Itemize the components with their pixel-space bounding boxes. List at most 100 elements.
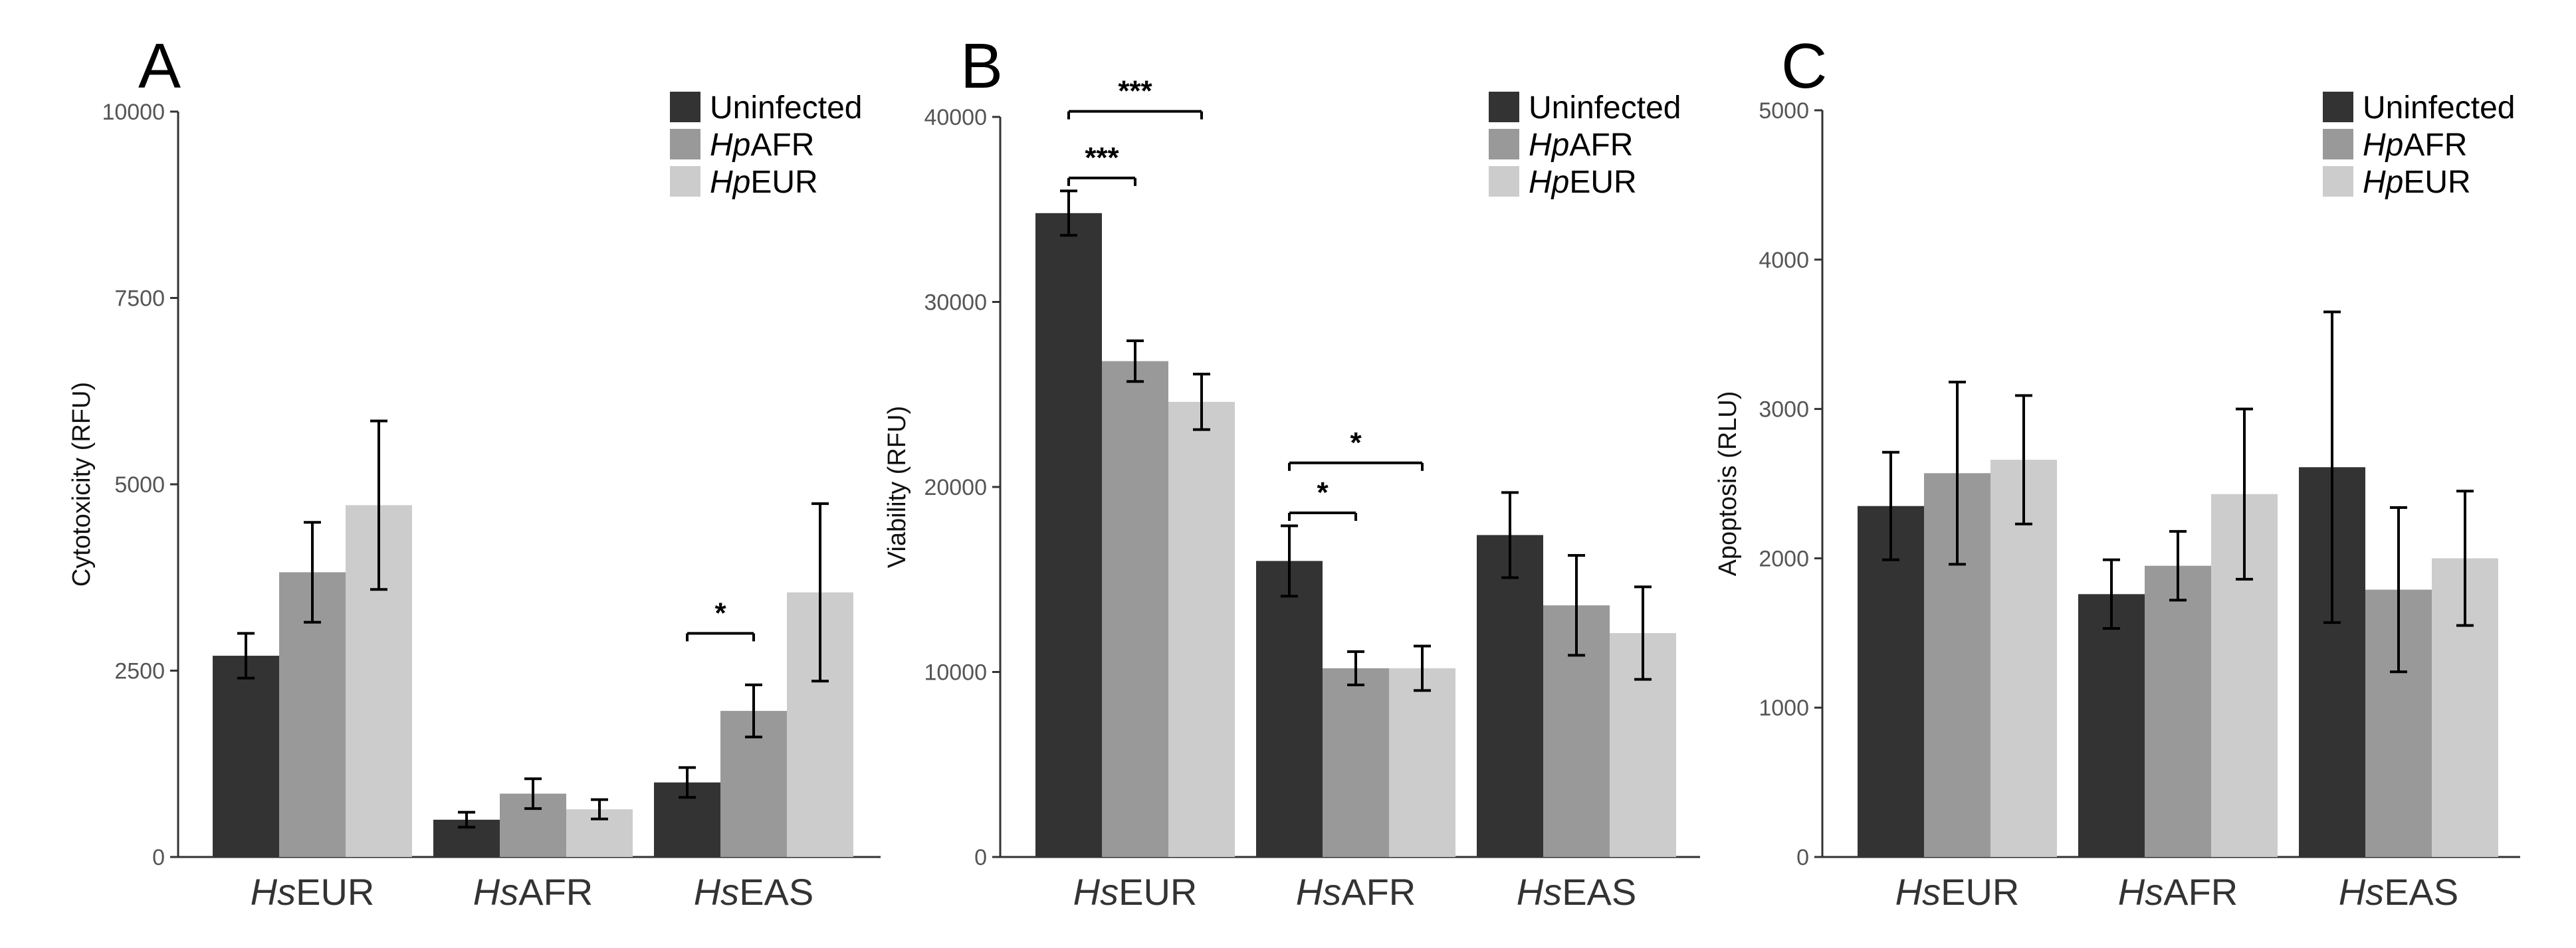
x-category-label: HsEUR [251, 871, 375, 913]
error-bar [1193, 373, 1210, 431]
bar-hpafr-0 [1102, 361, 1168, 857]
legend-prefix: Hp [710, 128, 750, 163]
error-bar [2456, 490, 2474, 627]
y-tick-label: 20000 [924, 475, 987, 500]
significance-bracket: *** [1067, 142, 1136, 186]
significance-label: * [1317, 476, 1329, 509]
x-category-label: HsEAS [694, 871, 814, 913]
x-category-prefix: Hs [1517, 871, 1562, 913]
legend-swatch [2323, 129, 2353, 159]
legend-swatch [670, 129, 700, 159]
y-tick-label: 0 [152, 845, 165, 870]
x-category-prefix: Hs [694, 871, 739, 913]
legend-suffix: AFR [750, 128, 814, 163]
legend-label: HpAFR [1529, 128, 1633, 163]
significance-label: *** [1118, 75, 1152, 108]
legend-suffix: EUR [750, 165, 817, 200]
legend-label: HpAFR [710, 128, 814, 163]
legend-suffix: EUR [1569, 165, 1636, 200]
error-bar [2169, 529, 2187, 602]
legend-label: Uninfected [2363, 90, 2515, 126]
error-bar [1568, 554, 1585, 657]
bar-uninfected-2 [1477, 535, 1543, 857]
legend-swatch [1489, 129, 1519, 159]
y-tick-label: 7500 [114, 286, 165, 312]
error-bar [1347, 650, 1364, 686]
x-category-prefix: Hs [473, 871, 518, 913]
x-category-label: HsEUR [1073, 871, 1198, 913]
x-category-prefix: Hs [2339, 871, 2384, 913]
x-category-prefix: Hs [1073, 871, 1119, 913]
legend-suffix: EUR [2403, 165, 2470, 200]
bar-uninfected-0 [1858, 506, 1924, 857]
legend-swatch [2323, 166, 2353, 197]
x-category-label: HsEAS [2339, 871, 2459, 913]
significance-bracket: * [1288, 427, 1424, 471]
x-category-label: HsAFR [2118, 871, 2238, 913]
bar-hpafr-1 [1323, 668, 1389, 857]
panel-letter: A [138, 31, 181, 102]
legend-prefix: Hp [1529, 165, 1569, 200]
error-bar [1949, 381, 1966, 566]
legend-label: Uninfected [1529, 90, 1681, 126]
x-category-prefix: Hs [251, 871, 296, 913]
error-bar [591, 798, 608, 820]
error-bar [1281, 524, 1298, 598]
error-bar [304, 521, 321, 624]
legend-prefix: Hp [1529, 128, 1569, 163]
error-bar [370, 419, 387, 591]
bar-uninfected-1 [2078, 594, 2145, 857]
significance-label: *** [1085, 142, 1119, 174]
legend-suffix: Uninfected [710, 90, 862, 126]
legend-suffix: Uninfected [1529, 90, 1681, 126]
bar-hpeur-1 [1389, 668, 1455, 857]
x-category-suffix: AFR [2163, 871, 2238, 913]
x-category-prefix: Hs [1895, 871, 1941, 913]
significance-bracket: * [686, 597, 755, 642]
legend-label: HpEUR [2363, 165, 2471, 200]
legend-swatch [2323, 92, 2353, 122]
error-bar [2015, 394, 2032, 525]
y-tick-label: 1000 [1759, 696, 1809, 721]
error-bar [2103, 558, 2120, 630]
legend-suffix: AFR [2403, 128, 2467, 163]
x-category-suffix: EAS [1562, 871, 1636, 913]
x-category-prefix: Hs [2118, 871, 2163, 913]
x-category-label: HsAFR [473, 871, 593, 913]
error-bar [237, 632, 255, 680]
y-tick-label: 40000 [924, 105, 987, 130]
legend-label: HpEUR [710, 165, 818, 200]
error-bar [811, 502, 829, 683]
x-category-label: HsAFR [1296, 871, 1416, 913]
x-category-suffix: EAS [739, 871, 813, 913]
legend-prefix: Hp [710, 165, 750, 200]
error-bar [1501, 491, 1519, 579]
bar-uninfected-0 [213, 656, 279, 857]
error-bar [2236, 407, 2253, 581]
x-category-label: HsEAS [1517, 871, 1637, 913]
bar-hpeur-0 [1990, 460, 2057, 857]
x-category-prefix: Hs [1296, 871, 1341, 913]
error-bar [1634, 585, 1652, 681]
y-tick-label: 10000 [924, 660, 987, 686]
error-bar [2323, 310, 2341, 624]
bar-uninfected-1 [1256, 561, 1323, 857]
error-bar [1127, 339, 1144, 383]
bar-hpeur-0 [1168, 401, 1235, 857]
error-bar [1414, 644, 1431, 692]
legend-swatch [1489, 166, 1519, 197]
error-bar [1060, 189, 1077, 237]
y-tick-label: 10000 [102, 100, 165, 125]
x-category-suffix: AFR [518, 871, 593, 913]
legend-suffix: Uninfected [2363, 90, 2515, 126]
y-tick-label: 3000 [1759, 397, 1809, 423]
panel-letter: C [1781, 31, 1827, 102]
y-tick-label: 0 [974, 845, 987, 870]
significance-label: * [1350, 427, 1362, 459]
